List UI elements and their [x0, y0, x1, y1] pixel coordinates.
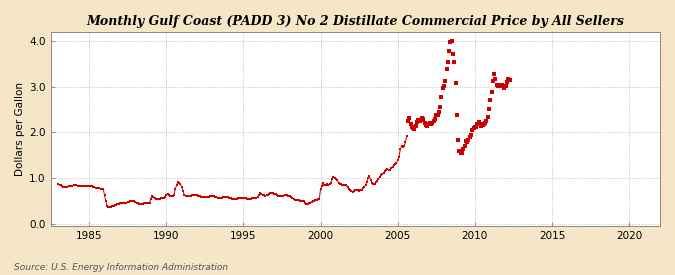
Y-axis label: Dollars per Gallon: Dollars per Gallon	[15, 82, 25, 176]
Title: Monthly Gulf Coast (PADD 3) No 2 Distillate Commercial Price by All Sellers: Monthly Gulf Coast (PADD 3) No 2 Distill…	[86, 15, 624, 28]
Text: Source: U.S. Energy Information Administration: Source: U.S. Energy Information Administ…	[14, 263, 227, 272]
